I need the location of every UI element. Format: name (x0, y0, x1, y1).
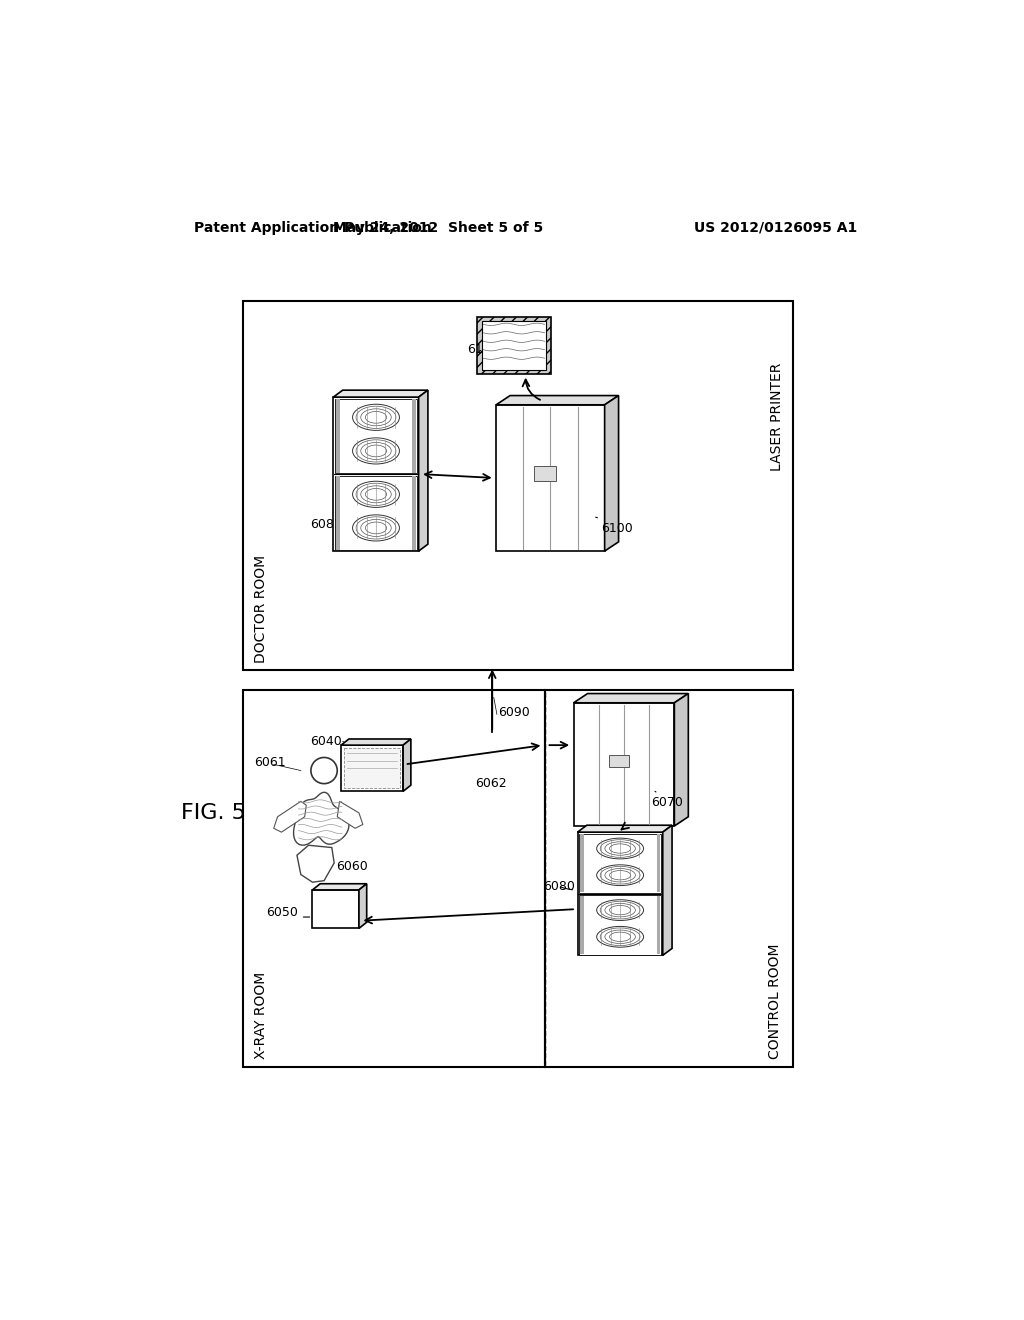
Circle shape (311, 758, 337, 784)
Text: 6060: 6060 (336, 861, 368, 874)
Polygon shape (334, 391, 428, 397)
Bar (496, 405, 604, 552)
Ellipse shape (352, 404, 399, 430)
Polygon shape (294, 792, 349, 845)
Ellipse shape (352, 482, 399, 507)
Text: 6062: 6062 (475, 777, 507, 791)
Bar (656, 896, 660, 954)
Polygon shape (419, 391, 428, 552)
Polygon shape (297, 845, 334, 882)
Polygon shape (573, 693, 688, 702)
Text: 6081: 6081 (310, 517, 350, 531)
Polygon shape (675, 693, 688, 826)
Polygon shape (496, 396, 618, 405)
Bar (477, 317, 551, 375)
Text: DOCTOR ROOM: DOCTOR ROOM (254, 554, 267, 663)
Polygon shape (578, 825, 672, 832)
Bar (243, 689, 545, 1067)
Polygon shape (604, 396, 618, 552)
Ellipse shape (597, 838, 643, 859)
Bar (341, 744, 403, 792)
Bar (580, 896, 584, 954)
Bar (545, 689, 793, 1067)
Bar (335, 475, 417, 550)
Bar (609, 755, 629, 767)
Bar (335, 399, 417, 474)
Bar (578, 832, 663, 956)
Bar (535, 466, 556, 480)
Polygon shape (403, 739, 411, 792)
Text: May 24, 2012  Sheet 5 of 5: May 24, 2012 Sheet 5 of 5 (333, 220, 543, 235)
Ellipse shape (597, 900, 643, 920)
Text: 6080: 6080 (543, 879, 574, 892)
Polygon shape (312, 884, 367, 890)
Ellipse shape (352, 438, 399, 465)
Text: 6100: 6100 (596, 517, 633, 535)
Text: 6040: 6040 (310, 735, 342, 748)
Bar (481, 321, 546, 370)
Bar (336, 477, 340, 549)
Polygon shape (359, 884, 367, 928)
Ellipse shape (597, 927, 643, 948)
Bar (656, 834, 660, 892)
Text: LASER PRINTER: LASER PRINTER (770, 363, 783, 471)
Bar (573, 702, 675, 826)
Text: Patent Application Publication: Patent Application Publication (194, 220, 432, 235)
Text: 6090: 6090 (499, 706, 530, 719)
Bar (344, 748, 400, 788)
Text: CONTROL ROOM: CONTROL ROOM (768, 944, 782, 1059)
Text: 6070: 6070 (651, 792, 683, 809)
Text: X-RAY ROOM: X-RAY ROOM (254, 972, 267, 1059)
Bar (334, 397, 419, 552)
Text: FIG. 5: FIG. 5 (180, 803, 246, 822)
Text: 6050: 6050 (266, 907, 309, 920)
Polygon shape (663, 825, 672, 956)
Polygon shape (341, 739, 411, 744)
Polygon shape (337, 801, 362, 829)
Bar (579, 834, 662, 892)
Bar (243, 301, 793, 671)
Ellipse shape (352, 515, 399, 541)
Text: 6110: 6110 (467, 343, 499, 356)
Polygon shape (273, 801, 306, 832)
Bar (413, 400, 417, 473)
Text: 6061: 6061 (254, 756, 286, 770)
Text: US 2012/0126095 A1: US 2012/0126095 A1 (693, 220, 857, 235)
Bar (579, 895, 662, 954)
Bar (413, 477, 417, 549)
Bar (312, 890, 359, 928)
Bar (336, 400, 340, 473)
Bar (580, 834, 584, 892)
Ellipse shape (597, 865, 643, 886)
